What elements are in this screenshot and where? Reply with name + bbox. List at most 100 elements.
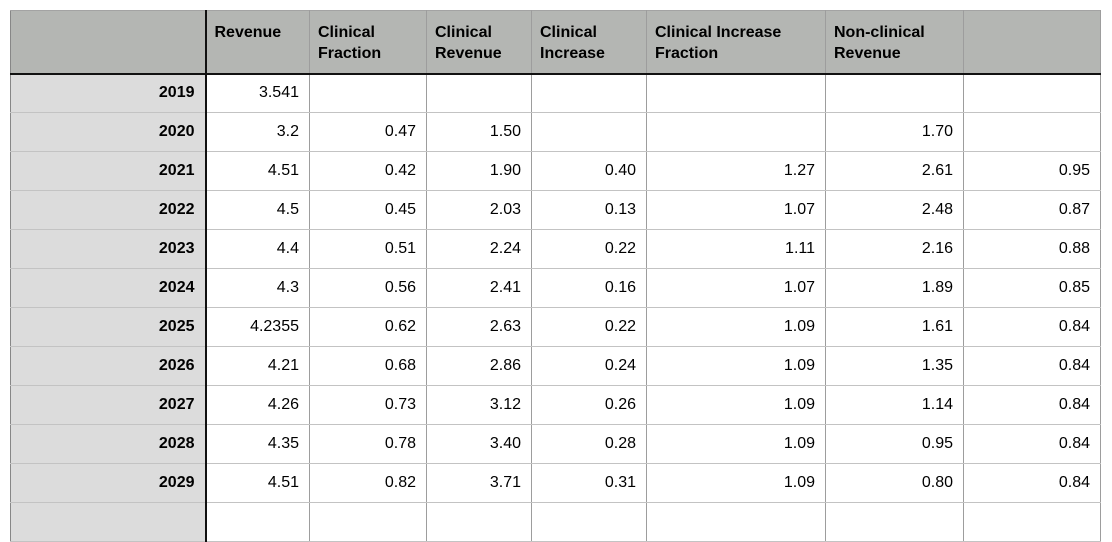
empty-cell[interactable] (825, 502, 964, 542)
cell[interactable]: 4.21 (205, 346, 310, 386)
cell[interactable]: 1.61 (825, 307, 964, 347)
column-header-clinical-fraction[interactable]: Clinical Fraction (309, 10, 427, 75)
empty-cell[interactable] (205, 502, 310, 542)
cell[interactable]: 3.71 (426, 463, 532, 503)
cell[interactable]: 0.47 (309, 112, 427, 152)
cell[interactable]: 1.09 (646, 463, 826, 503)
empty-cell[interactable] (963, 502, 1101, 542)
cell[interactable]: 3.12 (426, 385, 532, 425)
cell[interactable]: 3.40 (426, 424, 532, 464)
cell[interactable]: 4.3 (205, 268, 310, 308)
cell[interactable]: 4.51 (205, 463, 310, 503)
cell[interactable]: 0.56 (309, 268, 427, 308)
cell[interactable]: 0.24 (531, 346, 647, 386)
cell[interactable]: 0.13 (531, 190, 647, 230)
cell[interactable]: 3.2 (205, 112, 310, 152)
cell[interactable]: 0.80 (825, 463, 964, 503)
row-header-2027[interactable]: 2027 (10, 385, 207, 425)
cell[interactable]: 0.73 (309, 385, 427, 425)
cell[interactable]: 0.95 (963, 151, 1101, 191)
corner-header-cell[interactable] (10, 10, 207, 75)
row-header-2020[interactable]: 2020 (10, 112, 207, 152)
cell[interactable] (825, 73, 964, 113)
row-header-2022[interactable]: 2022 (10, 190, 207, 230)
cell[interactable]: 0.95 (825, 424, 964, 464)
cell[interactable]: 2.63 (426, 307, 532, 347)
cell[interactable] (646, 112, 826, 152)
cell[interactable]: 1.09 (646, 385, 826, 425)
cell[interactable]: 2.86 (426, 346, 532, 386)
cell[interactable]: 4.35 (205, 424, 310, 464)
row-header-2025[interactable]: 2025 (10, 307, 207, 347)
cell[interactable]: 1.70 (825, 112, 964, 152)
cell[interactable]: 1.07 (646, 268, 826, 308)
row-header-empty[interactable] (10, 502, 207, 542)
cell[interactable]: 1.90 (426, 151, 532, 191)
empty-cell[interactable] (309, 502, 427, 542)
cell[interactable] (531, 112, 647, 152)
column-header-non-clinical-revenue[interactable]: Non-clinical Revenue (825, 10, 964, 75)
cell[interactable]: 0.84 (963, 307, 1101, 347)
cell[interactable]: 4.4 (205, 229, 310, 269)
column-header-revenue[interactable]: Revenue (205, 10, 310, 75)
cell[interactable]: 0.31 (531, 463, 647, 503)
cell[interactable]: 4.5 (205, 190, 310, 230)
cell[interactable]: 0.26 (531, 385, 647, 425)
cell[interactable]: 1.09 (646, 307, 826, 347)
cell[interactable]: 4.26 (205, 385, 310, 425)
cell[interactable]: 0.68 (309, 346, 427, 386)
cell[interactable]: 0.16 (531, 268, 647, 308)
row-header-2023[interactable]: 2023 (10, 229, 207, 269)
cell[interactable]: 0.22 (531, 307, 647, 347)
cell[interactable]: 0.40 (531, 151, 647, 191)
cell[interactable]: 0.51 (309, 229, 427, 269)
blank-column-header[interactable] (963, 10, 1101, 75)
cell[interactable]: 0.42 (309, 151, 427, 191)
column-header-clinical-increase[interactable]: Clinical Increase (531, 10, 647, 75)
cell[interactable]: 0.84 (963, 463, 1101, 503)
cell[interactable]: 1.50 (426, 112, 532, 152)
cell[interactable]: 2.61 (825, 151, 964, 191)
cell[interactable]: 0.84 (963, 424, 1101, 464)
cell[interactable] (963, 112, 1101, 152)
cell[interactable] (309, 73, 427, 113)
cell[interactable]: 1.14 (825, 385, 964, 425)
row-header-2019[interactable]: 2019 (10, 73, 207, 113)
cell[interactable] (963, 73, 1101, 113)
column-header-clinical-revenue[interactable]: Clinical Revenue (426, 10, 532, 75)
cell[interactable]: 0.84 (963, 346, 1101, 386)
row-header-2029[interactable]: 2029 (10, 463, 207, 503)
empty-cell[interactable] (646, 502, 826, 542)
cell[interactable]: 0.62 (309, 307, 427, 347)
cell[interactable]: 3.541 (205, 73, 310, 113)
cell[interactable]: 1.35 (825, 346, 964, 386)
cell[interactable]: 1.27 (646, 151, 826, 191)
cell[interactable]: 0.87 (963, 190, 1101, 230)
cell[interactable]: 1.07 (646, 190, 826, 230)
cell[interactable] (426, 73, 532, 113)
cell[interactable]: 1.89 (825, 268, 964, 308)
cell[interactable]: 4.51 (205, 151, 310, 191)
cell[interactable]: 2.03 (426, 190, 532, 230)
cell[interactable]: 0.45 (309, 190, 427, 230)
cell[interactable]: 2.48 (825, 190, 964, 230)
cell[interactable]: 0.88 (963, 229, 1101, 269)
column-header-clinical-increase-fraction[interactable]: Clinical Increase Fraction (646, 10, 826, 75)
cell[interactable]: 1.09 (646, 424, 826, 464)
cell[interactable] (531, 73, 647, 113)
cell[interactable]: 0.78 (309, 424, 427, 464)
cell[interactable]: 0.85 (963, 268, 1101, 308)
cell[interactable] (646, 73, 826, 113)
row-header-2028[interactable]: 2028 (10, 424, 207, 464)
row-header-2026[interactable]: 2026 (10, 346, 207, 386)
cell[interactable]: 0.82 (309, 463, 427, 503)
cell[interactable]: 0.28 (531, 424, 647, 464)
row-header-2021[interactable]: 2021 (10, 151, 207, 191)
cell[interactable]: 2.16 (825, 229, 964, 269)
cell[interactable]: 1.11 (646, 229, 826, 269)
cell[interactable]: 0.84 (963, 385, 1101, 425)
cell[interactable]: 2.41 (426, 268, 532, 308)
cell[interactable]: 0.22 (531, 229, 647, 269)
row-header-2024[interactable]: 2024 (10, 268, 207, 308)
empty-cell[interactable] (426, 502, 532, 542)
